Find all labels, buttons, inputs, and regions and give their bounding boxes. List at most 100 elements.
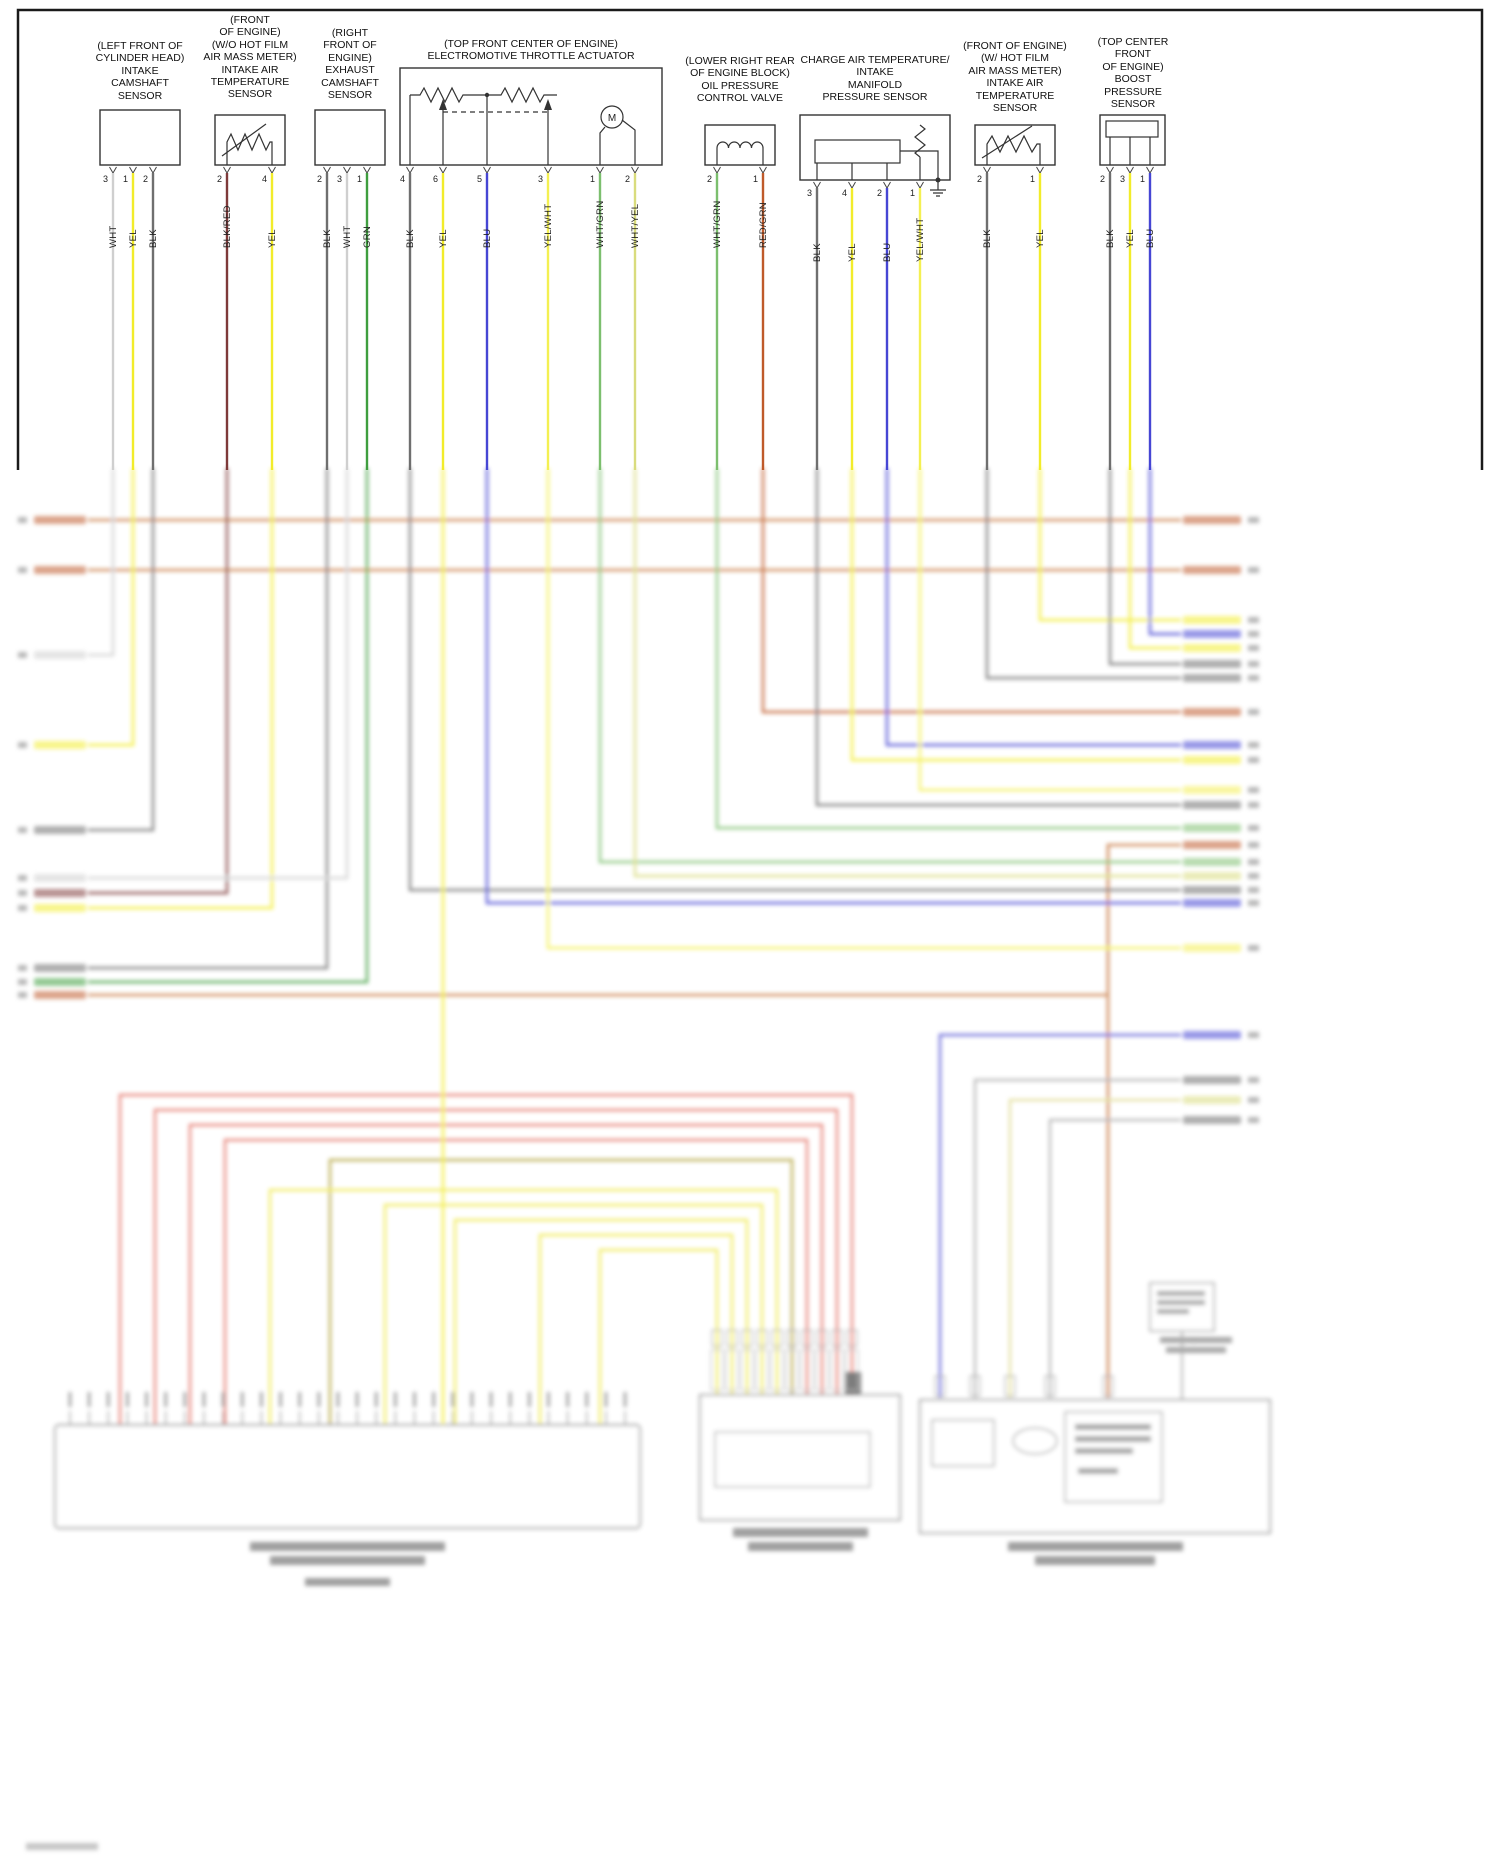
blurred-wire-label bbox=[1183, 644, 1241, 652]
wire-color-label: BLK bbox=[812, 243, 823, 262]
blurred-ref-number bbox=[1248, 787, 1259, 793]
wire bbox=[408, 468, 1181, 892]
blurred-pin-label bbox=[125, 1392, 129, 1407]
wire bbox=[328, 1158, 794, 1425]
wire bbox=[268, 1188, 779, 1425]
pin-number: 4 bbox=[841, 188, 847, 198]
connector-terminal bbox=[771, 1329, 783, 1347]
pin-number: 1 bbox=[1029, 174, 1035, 184]
connector-terminal bbox=[785, 1349, 799, 1391]
connector-terminal bbox=[725, 1349, 739, 1391]
right-connector-inner-b bbox=[1064, 1411, 1163, 1503]
wire bbox=[118, 1093, 854, 1425]
wire-color-label: YEL bbox=[128, 229, 139, 248]
wire bbox=[188, 1123, 824, 1425]
blurred-pin-label bbox=[374, 1392, 378, 1407]
wire bbox=[88, 468, 135, 747]
blurred-wire-label bbox=[34, 741, 86, 749]
pin-number: 2 bbox=[976, 174, 982, 184]
blurred-ref-number bbox=[18, 992, 27, 998]
blurred-ref-number bbox=[18, 890, 27, 896]
wire bbox=[1008, 1098, 1181, 1398]
blurred-wire-label bbox=[1183, 566, 1241, 574]
wire bbox=[223, 1138, 809, 1425]
connector-terminal bbox=[710, 1349, 724, 1391]
blurred-caption bbox=[1157, 1300, 1205, 1305]
wire bbox=[1108, 468, 1181, 666]
middle-connector-box bbox=[699, 1394, 901, 1521]
connector-terminal bbox=[815, 1349, 829, 1391]
blurred-pin-label bbox=[240, 1392, 244, 1407]
blurred-wire-label bbox=[1183, 944, 1241, 952]
throttle-actuator-box bbox=[399, 67, 663, 166]
connector-terminal bbox=[740, 1349, 754, 1391]
blurred-ref-number bbox=[18, 652, 27, 658]
wire bbox=[938, 1033, 1181, 1398]
blurred-ref-number bbox=[18, 827, 27, 833]
pin-number: 6 bbox=[432, 174, 438, 184]
wire-color-label: GRN bbox=[362, 225, 373, 248]
blurred-pin-label bbox=[145, 1392, 149, 1407]
blurred-pin-label bbox=[259, 1392, 263, 1407]
blurred-wire-label bbox=[1183, 741, 1241, 749]
sensor-label: (FRONT OF ENGINE) (W/O HOT FILM AIR MASS… bbox=[203, 14, 297, 101]
wire bbox=[1038, 468, 1181, 622]
blurred-wire-label bbox=[34, 874, 86, 882]
wire bbox=[383, 1203, 764, 1425]
exhaust-camshaft-sensor-box bbox=[314, 109, 386, 166]
wire bbox=[598, 468, 1181, 864]
wire-color-label: WHT/YEL bbox=[630, 203, 641, 248]
wire bbox=[485, 468, 1181, 905]
blurred-wire-label bbox=[1183, 516, 1241, 524]
blurred-caption bbox=[1075, 1448, 1133, 1454]
sensor-label: (TOP CENTER FRONT OF ENGINE) BOOST PRESS… bbox=[1097, 36, 1169, 110]
blurred-pin-label bbox=[393, 1392, 397, 1407]
blurred-pin-label bbox=[298, 1392, 302, 1407]
blurred-ref-number bbox=[1248, 709, 1259, 715]
blurred-ref-number bbox=[1248, 757, 1259, 763]
pin-number: 1 bbox=[356, 174, 362, 184]
blurred-caption bbox=[1008, 1542, 1183, 1551]
blurred-wire-label bbox=[1183, 1096, 1241, 1104]
connector-terminal bbox=[711, 1329, 723, 1347]
charge-air-pressure-sensor-box bbox=[799, 114, 951, 181]
wire-color-label: YEL bbox=[1125, 229, 1136, 248]
blurred-ref-number bbox=[1248, 567, 1259, 573]
pin-number: 1 bbox=[589, 174, 595, 184]
blurred-pin-label bbox=[451, 1392, 455, 1407]
connector-terminal bbox=[801, 1329, 813, 1347]
wire-color-label: WHT bbox=[108, 225, 119, 248]
wire bbox=[538, 1233, 734, 1425]
pressure-sensor-internals bbox=[814, 124, 946, 197]
blurred-ref-number bbox=[1248, 900, 1259, 906]
wire-color-label: BLK bbox=[322, 229, 333, 248]
wire bbox=[1148, 468, 1181, 636]
pin-number: 4 bbox=[399, 174, 405, 184]
blurred-pin-label bbox=[432, 1392, 436, 1407]
blurred-wire-label bbox=[1183, 872, 1241, 880]
blurred-pin-label bbox=[202, 1392, 206, 1407]
blurred-region bbox=[18, 468, 1271, 1850]
wire-color-label: WHT bbox=[342, 225, 353, 248]
wire bbox=[918, 468, 1181, 792]
wire-color-label: YEL bbox=[267, 229, 278, 248]
wire bbox=[815, 468, 1181, 807]
wire bbox=[153, 1108, 839, 1425]
throttle-actuator-internals bbox=[409, 86, 636, 165]
blurred-pin-label bbox=[623, 1392, 627, 1407]
blurred-ref-number bbox=[18, 905, 27, 911]
blurred-ref-number bbox=[1248, 1032, 1259, 1038]
blurred-caption bbox=[1166, 1347, 1226, 1353]
blurred-ref-number bbox=[1248, 859, 1259, 865]
wire bbox=[598, 1248, 719, 1425]
wire bbox=[88, 468, 115, 657]
blurred-wire-label bbox=[34, 516, 86, 524]
blurred-ref-number bbox=[1248, 645, 1259, 651]
wire bbox=[88, 468, 329, 970]
blurred-ref-number bbox=[1248, 1077, 1259, 1083]
blurred-pin-label bbox=[508, 1392, 512, 1407]
blurred-caption bbox=[1157, 1291, 1205, 1296]
wire bbox=[885, 468, 1181, 747]
